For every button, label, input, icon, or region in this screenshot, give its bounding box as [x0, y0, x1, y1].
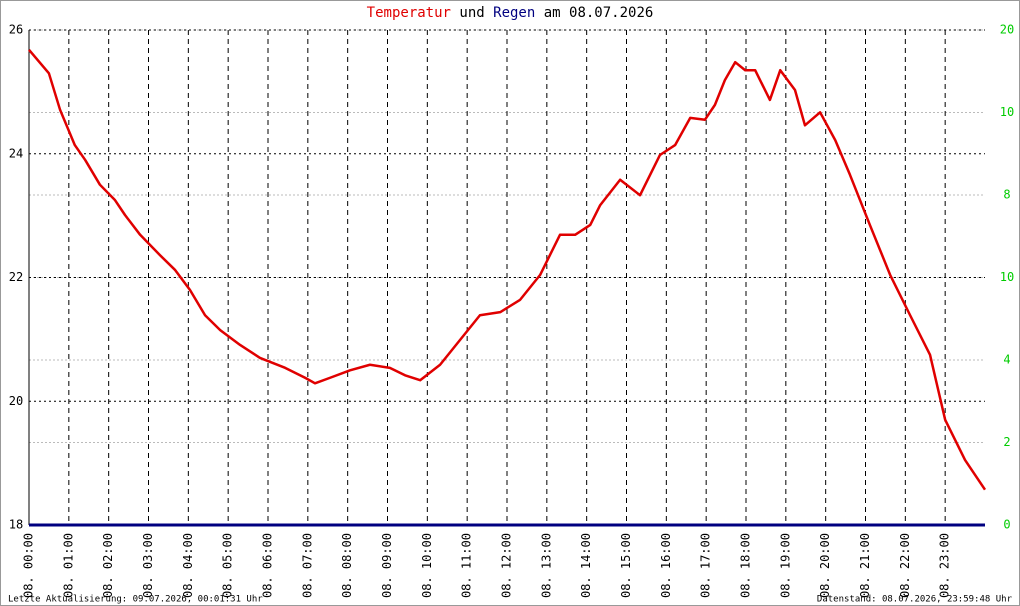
y-tick-label: 26 — [9, 23, 23, 37]
y-tick-label: 24 — [9, 146, 23, 160]
x-tick-label: 08. 14:00 — [579, 533, 593, 598]
x-tick-label: 08. 05:00 — [221, 533, 235, 598]
x-tick-label: 08. 04:00 — [181, 533, 195, 598]
x-tick-label: 08. 22:00 — [898, 533, 912, 598]
title-part: Temperatur — [367, 5, 451, 21]
y-tick-label: 22 — [9, 270, 23, 284]
y-tick-label: 20 — [9, 394, 23, 408]
x-tick-label: 08. 23:00 — [938, 533, 952, 598]
y-tick-label: 18 — [9, 518, 23, 532]
footer-left: Letzte Aktualisierung: 09.07.2026, 00:01… — [8, 595, 263, 605]
x-tick-label: 08. 16:00 — [659, 533, 673, 598]
x-tick-label: 08. 02:00 — [101, 533, 115, 598]
y2-tick-label: 0 — [1003, 518, 1010, 532]
x-tick-label: 08. 09:00 — [380, 533, 394, 598]
y2-tick-label: 2 — [1003, 435, 1010, 449]
x-tick-label: 08. 17:00 — [699, 533, 713, 598]
x-tick-label: 08. 00:00 — [22, 533, 36, 598]
x-tick-label: 08. 03:00 — [141, 533, 155, 598]
title-part: und — [459, 5, 484, 21]
x-tick-label: 08. 18:00 — [739, 533, 753, 598]
x-tick-label: 08. 15:00 — [619, 533, 633, 598]
y2-tick-label: 10 — [1000, 105, 1014, 119]
x-tick-label: 08. 06:00 — [261, 533, 275, 598]
x-tick-label: 08. 08:00 — [340, 533, 354, 598]
title-part: am 08.07.2026 — [544, 5, 654, 21]
y2-tick-label: 10 — [1000, 270, 1014, 284]
x-tick-label: 08. 21:00 — [858, 533, 872, 598]
x-tick-label: 08. 20:00 — [818, 533, 832, 598]
x-tick-label: 08. 11:00 — [460, 533, 474, 598]
y2-tick-label: 20 — [1000, 23, 1014, 37]
x-tick-label: 08. 01:00 — [61, 533, 75, 598]
x-tick-label: 08. 12:00 — [500, 533, 514, 598]
x-tick-label: 08. 13:00 — [539, 533, 553, 598]
y2-tick-label: 8 — [1003, 188, 1010, 202]
x-tick-label: 08. 10:00 — [420, 533, 434, 598]
footer-right: Datenstand: 08.07.2026, 23:59:48 Uhr — [817, 595, 1013, 605]
series-line — [28, 48, 987, 491]
y2-tick-label: 4 — [1003, 353, 1010, 367]
x-tick-label: 08. 07:00 — [300, 533, 314, 598]
chart-title: Temperatur und Regen am 08.07.2026 — [367, 5, 654, 21]
title-part: Regen — [493, 5, 535, 21]
x-tick-label: 08. 19:00 — [778, 533, 792, 598]
